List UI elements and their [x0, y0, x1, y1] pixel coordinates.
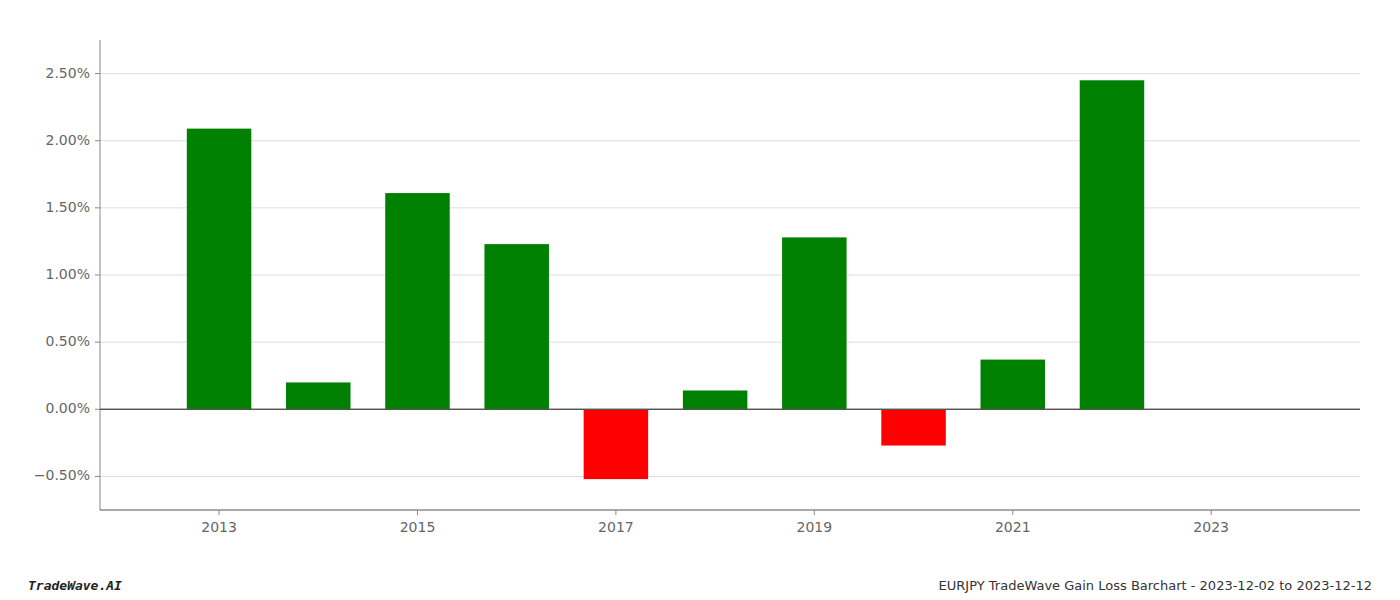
- y-tick-label: 0.00%: [46, 400, 90, 416]
- grid-line: [100, 409, 1360, 410]
- bar: [484, 244, 548, 409]
- x-tick: [417, 510, 418, 515]
- bar: [286, 382, 350, 409]
- x-tick: [219, 510, 220, 515]
- grid-line: [100, 342, 1360, 343]
- grid-line: [100, 207, 1360, 208]
- y-tick: [95, 275, 100, 276]
- bar: [385, 193, 449, 409]
- bars: [187, 80, 1144, 479]
- x-tick: [1211, 510, 1212, 515]
- x-tick-label: 2019: [797, 519, 833, 535]
- y-tick: [95, 140, 100, 141]
- y-tick-label: 1.50%: [46, 199, 90, 215]
- y-tick: [95, 207, 100, 208]
- bar: [683, 390, 747, 409]
- grid-line: [100, 73, 1360, 74]
- grid-line: [100, 275, 1360, 276]
- x-tick-label: 2017: [598, 519, 634, 535]
- x-tick-label: 2023: [1193, 519, 1229, 535]
- bar: [187, 129, 251, 410]
- y-tick: [95, 342, 100, 343]
- y-tick: [95, 476, 100, 477]
- x-tick-label: 2021: [995, 519, 1031, 535]
- x-tick-label: 2015: [400, 519, 436, 535]
- bar: [782, 237, 846, 409]
- zero-line: [100, 409, 1360, 410]
- bar: [584, 409, 648, 479]
- footer-right: EURJPY TradeWave Gain Loss Barchart - 20…: [939, 578, 1372, 593]
- grid-line: [100, 140, 1360, 141]
- x-tick: [615, 510, 616, 515]
- y-tick-label: −0.50%: [34, 467, 90, 483]
- x-axis-line: [100, 509, 1360, 510]
- x-tick: [1012, 510, 1013, 515]
- y-tick-label: 0.50%: [46, 333, 90, 349]
- x-tick-label: 2013: [201, 519, 237, 535]
- x-tick: [814, 510, 815, 515]
- footer-left: TradeWave.AI: [28, 578, 122, 593]
- y-tick-label: 1.00%: [46, 266, 90, 282]
- y-tick-label: 2.50%: [46, 65, 90, 81]
- y-tick: [95, 409, 100, 410]
- grid: [100, 74, 1360, 477]
- bar: [881, 409, 945, 445]
- chart: −0.50% 0.00% 0.50% 1.00% 1.50% 2.00% 2.50% 2013…: [0, 0, 1400, 600]
- y-tick-label: 2.00%: [46, 132, 90, 148]
- y-axis-line: [100, 40, 101, 510]
- bar: [1080, 80, 1144, 409]
- bar: [981, 360, 1045, 410]
- y-tick: [95, 73, 100, 74]
- axes: −0.50% 0.00% 0.50% 1.00% 1.50% 2.00% 2.50% 2013…: [34, 40, 1360, 535]
- grid-line: [100, 476, 1360, 477]
